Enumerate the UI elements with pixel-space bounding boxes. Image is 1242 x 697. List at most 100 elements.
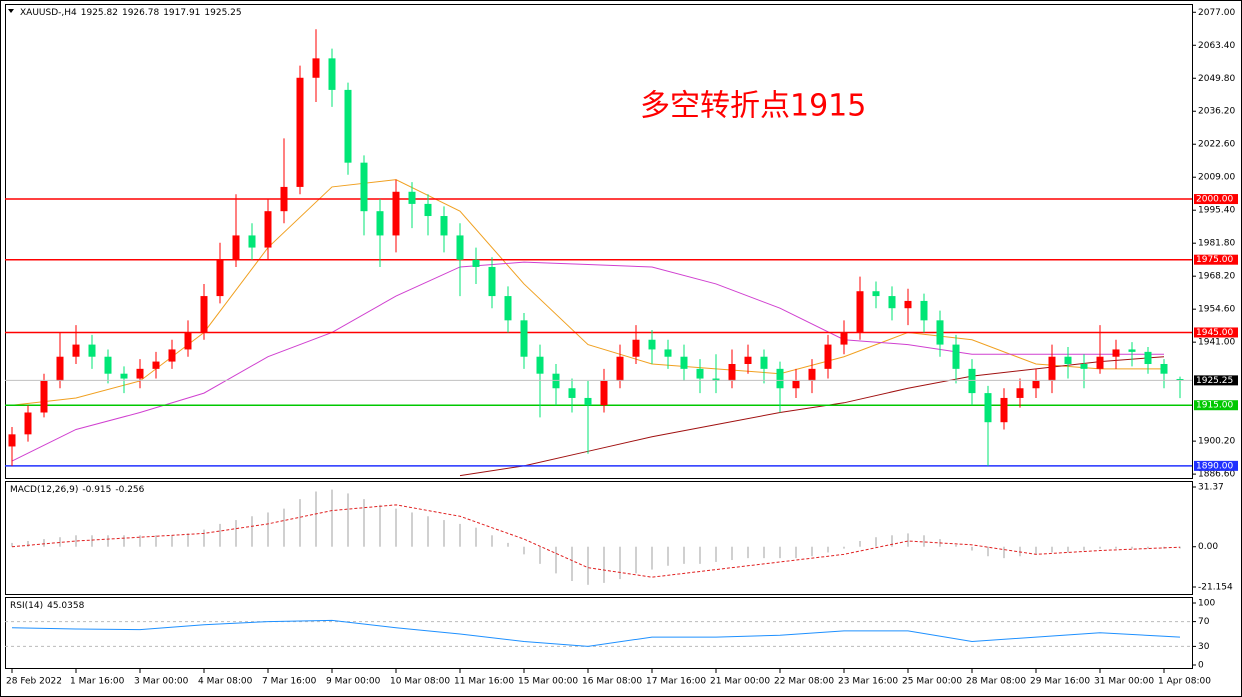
x-tick-label: 28 Mar 08:00 bbox=[966, 677, 1026, 687]
candle-body bbox=[200, 296, 208, 333]
x-tick-label: 28 Feb 2022 bbox=[6, 677, 62, 687]
level-tag bbox=[1194, 327, 1238, 338]
x-tick-label: 23 Mar 16:00 bbox=[838, 677, 898, 687]
candle-body bbox=[824, 344, 832, 369]
candle-body bbox=[600, 380, 608, 406]
candle-body bbox=[376, 211, 384, 236]
level-label: 2000.00 bbox=[1196, 195, 1233, 205]
candle-body bbox=[1160, 363, 1168, 374]
x-tick-label: 4 Mar 08:00 bbox=[198, 677, 253, 687]
candle-body bbox=[392, 191, 400, 236]
y-tick-label: 2049.80 bbox=[1198, 74, 1235, 84]
candle-body bbox=[264, 211, 272, 248]
candle-body bbox=[584, 397, 592, 406]
candle-body bbox=[152, 361, 160, 369]
candle-body bbox=[88, 344, 96, 357]
candle-body bbox=[792, 380, 800, 389]
candle-body bbox=[712, 378, 720, 381]
level-tag bbox=[1194, 194, 1238, 205]
candle-body bbox=[1144, 351, 1152, 364]
rsi-title: RSI(14) bbox=[10, 601, 43, 611]
macd-panel bbox=[5, 481, 1193, 595]
candle-body bbox=[1000, 397, 1008, 423]
x-tick-label: 29 Mar 16:00 bbox=[1030, 677, 1090, 687]
ohlc-close: 1925.25 bbox=[204, 8, 241, 18]
candle-body bbox=[488, 266, 496, 297]
candle-body bbox=[104, 356, 112, 374]
x-tick-label: 1 Apr 08:00 bbox=[1158, 677, 1211, 687]
level-tag bbox=[1194, 400, 1238, 411]
candle-body bbox=[1080, 363, 1088, 369]
candle-body bbox=[72, 344, 80, 357]
y-tick-label: 2036.20 bbox=[1198, 107, 1235, 117]
price-label: 1925.25 bbox=[1196, 376, 1233, 386]
candle-body bbox=[184, 332, 192, 350]
level-tag bbox=[1194, 460, 1238, 471]
candle-body bbox=[568, 388, 576, 398]
candle-body bbox=[424, 203, 432, 217]
candle-body bbox=[24, 412, 32, 435]
y-tick-label: 1900.20 bbox=[1198, 437, 1235, 447]
candle-body bbox=[1096, 356, 1104, 369]
y-tick-label: 1886.60 bbox=[1198, 470, 1235, 480]
x-tick-label: 9 Mar 00:00 bbox=[326, 677, 381, 687]
candle-body bbox=[56, 356, 64, 381]
y-tick-label: 2063.40 bbox=[1198, 41, 1235, 51]
candle-body bbox=[696, 368, 704, 379]
candle-body bbox=[872, 291, 880, 297]
candle-body bbox=[8, 434, 16, 447]
candle-body bbox=[1064, 356, 1072, 364]
candle-body bbox=[888, 296, 896, 309]
rsi-value: 45.0358 bbox=[47, 601, 84, 611]
y-tick-label: 2009.00 bbox=[1198, 173, 1235, 183]
candle-body bbox=[904, 300, 912, 309]
candle-body bbox=[680, 356, 688, 369]
y-tick-label: 1968.20 bbox=[1198, 272, 1235, 282]
candle-body bbox=[520, 320, 528, 357]
macd-signal bbox=[11, 504, 1181, 578]
candle-body bbox=[1176, 378, 1184, 381]
x-tick-label: 21 Mar 00:00 bbox=[710, 677, 770, 687]
candle-body bbox=[808, 368, 816, 381]
candle-body bbox=[40, 380, 48, 413]
y-tick-label: 1981.80 bbox=[1198, 239, 1235, 249]
level-tag bbox=[1194, 254, 1238, 265]
symbol-header: XAUUSD-,H4 1925.82 1926.78 1917.91 1925.25 bbox=[20, 8, 242, 18]
macd-signal-value: -0.256 bbox=[115, 485, 144, 495]
price-tag bbox=[1194, 375, 1238, 386]
candle-body bbox=[552, 373, 560, 389]
candle-body bbox=[360, 162, 368, 212]
x-tick-label: 17 Mar 16:00 bbox=[646, 677, 706, 687]
level-label: 1945.00 bbox=[1196, 328, 1233, 338]
candle-body bbox=[936, 320, 944, 345]
candle-body bbox=[856, 291, 864, 333]
candle-body bbox=[744, 356, 752, 364]
candle-body bbox=[120, 373, 128, 379]
y-tick-label: 2077.00 bbox=[1198, 8, 1235, 18]
x-tick-label: 15 Mar 00:00 bbox=[518, 677, 578, 687]
candle-body bbox=[664, 349, 672, 357]
y-tick-label: 1954.60 bbox=[1198, 305, 1235, 315]
rsi-tick-label: 30 bbox=[1198, 642, 1210, 652]
level-label: 1915.00 bbox=[1196, 401, 1233, 411]
x-tick-label: 16 Mar 08:00 bbox=[582, 677, 642, 687]
candle-body bbox=[1128, 349, 1136, 352]
candle-body bbox=[168, 349, 176, 362]
candle-body bbox=[232, 235, 240, 260]
candle-body bbox=[408, 191, 416, 204]
candle-body bbox=[952, 344, 960, 369]
candle-body bbox=[760, 356, 768, 369]
rsi-tick-label: 0 bbox=[1198, 661, 1204, 671]
candle-body bbox=[1112, 349, 1120, 357]
macd-tick-label: -21.154 bbox=[1198, 583, 1233, 593]
candle-body bbox=[920, 300, 928, 321]
candle-body bbox=[984, 393, 992, 423]
candle-body bbox=[296, 77, 304, 187]
candle-body bbox=[1048, 356, 1056, 381]
x-tick-label: 31 Mar 00:00 bbox=[1094, 677, 1154, 687]
candle-body bbox=[728, 363, 736, 381]
ohlc-open: 1925.82 bbox=[81, 8, 118, 18]
candle-body bbox=[136, 368, 144, 379]
candle-body bbox=[536, 356, 544, 374]
